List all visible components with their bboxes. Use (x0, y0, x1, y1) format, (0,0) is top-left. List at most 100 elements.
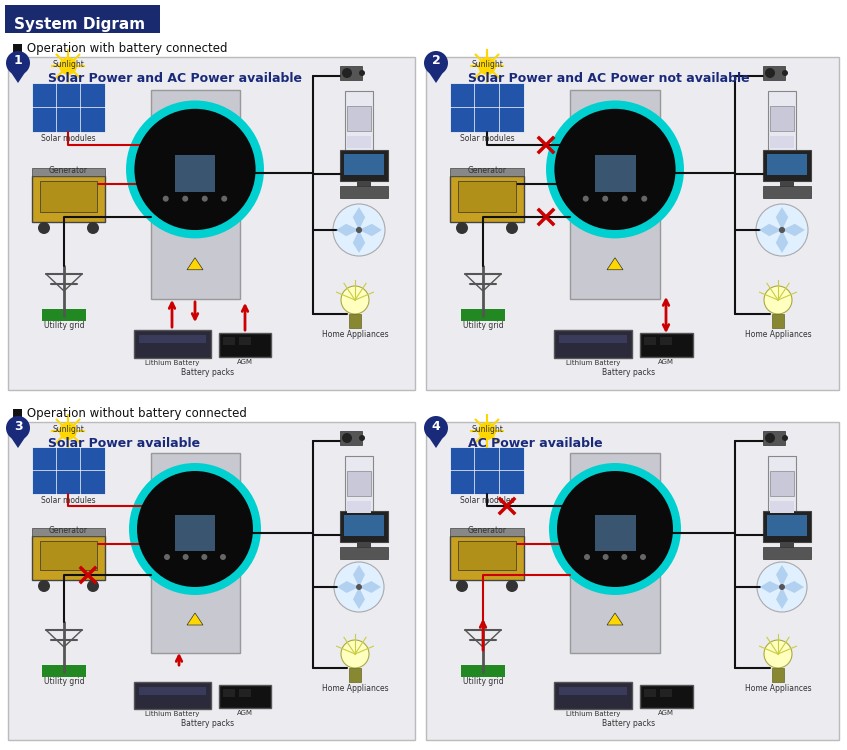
Bar (151, 90, 240, 299)
Text: Home Appliances: Home Appliances (745, 330, 811, 339)
Bar (347, 501, 371, 513)
Circle shape (341, 640, 369, 668)
Polygon shape (359, 224, 382, 236)
Polygon shape (776, 207, 789, 230)
Text: Solar Power available: Solar Power available (48, 437, 200, 450)
Circle shape (765, 68, 775, 78)
Polygon shape (776, 587, 788, 609)
Bar (450, 536, 524, 580)
Circle shape (640, 554, 646, 560)
Text: Solar modules: Solar modules (460, 496, 514, 505)
Bar (344, 154, 384, 176)
Bar (219, 333, 271, 357)
Polygon shape (461, 665, 505, 677)
Bar (770, 136, 794, 148)
Text: Generator: Generator (48, 526, 87, 535)
Polygon shape (607, 258, 623, 270)
Bar (357, 182, 371, 189)
Polygon shape (776, 230, 789, 253)
Polygon shape (187, 613, 203, 625)
Circle shape (135, 109, 256, 230)
Circle shape (549, 463, 681, 595)
Text: Utility grid: Utility grid (44, 677, 85, 686)
Circle shape (478, 57, 496, 75)
Bar (347, 136, 371, 148)
Text: Solar modules: Solar modules (41, 496, 96, 505)
Bar (770, 501, 794, 513)
Circle shape (341, 286, 369, 314)
Circle shape (38, 222, 50, 234)
Text: Lithium Battery: Lithium Battery (145, 360, 199, 366)
Circle shape (87, 580, 99, 592)
Bar (554, 682, 632, 709)
Circle shape (334, 562, 384, 612)
Text: Sunlight: Sunlight (471, 60, 503, 69)
Circle shape (359, 70, 365, 76)
Text: 2: 2 (432, 55, 440, 68)
Text: Battery packs: Battery packs (181, 719, 235, 728)
Circle shape (220, 554, 226, 560)
Circle shape (129, 463, 261, 595)
Bar (595, 515, 635, 551)
Bar (134, 330, 211, 358)
Bar (763, 150, 811, 182)
Polygon shape (10, 71, 26, 83)
Text: Sunlight: Sunlight (52, 425, 84, 434)
Bar (345, 456, 373, 521)
Circle shape (557, 471, 673, 587)
Bar (570, 453, 660, 653)
Text: Solar modules: Solar modules (460, 134, 514, 143)
Text: Lithium Battery: Lithium Battery (145, 711, 199, 717)
Circle shape (765, 433, 775, 443)
Circle shape (183, 554, 189, 560)
Bar (139, 335, 206, 343)
Bar (770, 471, 794, 496)
Bar (40, 181, 97, 212)
Bar (554, 330, 632, 358)
Circle shape (126, 100, 264, 238)
Bar (768, 456, 796, 521)
Bar (32, 83, 105, 132)
Circle shape (583, 196, 589, 202)
Circle shape (136, 7, 160, 31)
Circle shape (164, 554, 170, 560)
Bar (763, 547, 811, 559)
Circle shape (342, 68, 352, 78)
Polygon shape (359, 581, 381, 593)
Bar (175, 515, 215, 551)
Bar (134, 682, 211, 709)
Circle shape (782, 70, 788, 76)
Bar (8, 422, 415, 740)
Circle shape (478, 422, 496, 440)
Polygon shape (353, 565, 365, 587)
Bar (450, 447, 524, 494)
Bar (644, 689, 656, 697)
Circle shape (356, 584, 362, 590)
Bar (239, 337, 251, 345)
Text: Utility grid: Utility grid (462, 321, 503, 330)
Bar (32, 168, 105, 176)
Text: Battery packs: Battery packs (602, 719, 656, 728)
Text: AGM: AGM (237, 710, 253, 716)
Bar (8, 57, 415, 390)
Circle shape (202, 554, 208, 560)
Polygon shape (42, 309, 86, 321)
Polygon shape (187, 258, 203, 270)
Bar (426, 422, 839, 740)
Text: Home Appliances: Home Appliances (322, 684, 388, 693)
Bar (450, 83, 524, 132)
Bar (32, 176, 105, 222)
Polygon shape (461, 309, 505, 321)
Text: Generator: Generator (468, 526, 507, 535)
Bar (340, 547, 388, 559)
Circle shape (641, 196, 647, 202)
Bar (763, 431, 785, 445)
Bar (644, 337, 656, 345)
Bar (767, 515, 807, 536)
Bar (175, 154, 215, 193)
Bar (458, 541, 516, 570)
Bar (559, 335, 627, 343)
Text: System Digram: System Digram (14, 16, 146, 32)
Circle shape (506, 222, 518, 234)
Polygon shape (10, 436, 26, 448)
